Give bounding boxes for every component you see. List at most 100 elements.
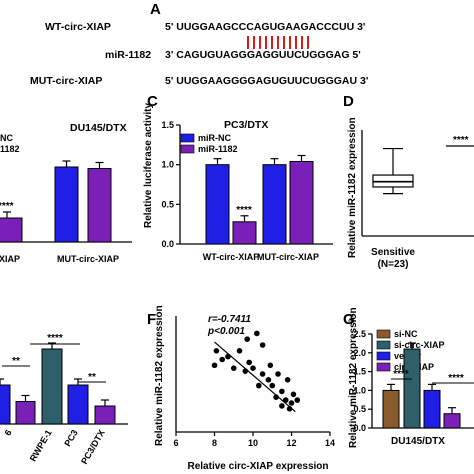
panel-f-point — [284, 377, 291, 383]
panel-c-ytick-label: 0.0 — [161, 239, 174, 249]
panel-c-legend-swatch — [180, 144, 195, 154]
panel-c-xtick: MUT-circ-XIAP — [257, 252, 319, 262]
panel-f-xtick-label: 14 — [325, 438, 335, 448]
panel-f-point — [294, 397, 301, 403]
panel-f-point — [267, 362, 274, 369]
panel-e-xtick: PC3 — [62, 428, 79, 448]
panel-e-xtick-partial: 6 — [3, 428, 14, 437]
panel-g-ytick-label: 1.0 — [353, 385, 366, 395]
panel-f-point — [211, 362, 218, 369]
panel-g-legend-swatch — [376, 329, 391, 339]
panel-g-bar — [443, 413, 461, 429]
panel-b-legend-1182: 1182 — [0, 144, 20, 154]
seq-mir: 3' CAGUGUAGGGAGGUUCUGGGAG 5' — [165, 49, 361, 61]
panel-label-g: G — [343, 311, 355, 328]
panel-f-point — [254, 330, 260, 337]
panel-e-sig-0: ** — [12, 356, 20, 367]
panel-c-ytick-label: 1.5 — [161, 120, 174, 130]
panel-f-point — [219, 356, 225, 363]
seq-mut: 5' UUGGAAGGGGAGUGUUCUGGGAU 3' — [165, 75, 368, 87]
panel-f-xtick-label: 6 — [173, 438, 178, 448]
panel-c-bar — [262, 164, 287, 245]
panel-label-c: C — [147, 93, 158, 110]
panel-f-xtick-label: 12 — [286, 438, 296, 448]
panel-f-xtick-label: 10 — [248, 438, 258, 448]
panel-f-point — [259, 371, 266, 377]
panel-g-sig-1: **** — [393, 369, 409, 380]
panel-d-sig: **** — [453, 135, 469, 146]
panel-b-bar-wt-mir1182 — [0, 217, 23, 243]
panel-c-legend-label: miR-NC — [198, 133, 231, 143]
panel-f-point — [279, 403, 285, 409]
panel-e-bar-partial-2 — [15, 401, 36, 425]
panel-e-bar — [41, 348, 63, 425]
panel-f-point — [275, 371, 281, 377]
panel-g-legend-label: si-circ-XIAP — [394, 340, 445, 350]
panel-g-ytick-label: 0.5 — [353, 404, 366, 414]
panel-g-ytick-label: 0.0 — [353, 423, 366, 433]
panel-f-xlabel: Relative circ-XIAP expression — [188, 461, 329, 472]
panel-c-title: PC3/DTX — [224, 119, 268, 131]
panel-f-p: p<0.001 — [207, 326, 245, 337]
panel-g-legend-label: si-NC — [394, 329, 418, 339]
panel-c-bar — [289, 160, 314, 245]
panel-f-point — [255, 382, 262, 389]
panel-d-plot — [361, 130, 474, 237]
panel-f-point — [259, 342, 266, 348]
panel-d-ylabel: Relative miR-1182 expression — [347, 117, 358, 258]
panel-f-point — [290, 391, 297, 398]
panel-b-legend-nc: NC — [0, 133, 13, 143]
panel-b-sig: **** — [0, 201, 14, 212]
panel-f-point — [279, 388, 285, 395]
panel-g-legend-swatch — [376, 340, 391, 350]
panel-label-f: F — [147, 311, 156, 328]
panel-g-legend-swatch — [376, 362, 391, 372]
panel-e-bar — [67, 384, 89, 425]
panel-e-sig-1: **** — [47, 333, 63, 344]
panel-f-plot: 6 8 10 12 14 — [173, 316, 335, 448]
panel-b-xtick-mut: MUT-circ-XIAP — [57, 254, 119, 264]
panel-f-xtick-label: 8 — [212, 438, 217, 448]
panel-g-ylabel: Relative miR-1182 expression — [348, 307, 359, 448]
panel-f-r: r=-0.7411 — [208, 314, 251, 325]
panel-g-xtick: DU145/DTX — [391, 436, 445, 447]
panel-g-bar — [382, 389, 400, 429]
panel-g-bar — [403, 348, 421, 429]
panel-label-a: A — [150, 1, 161, 18]
panel-e-sig-2: ** — [88, 372, 96, 383]
panel-f-point — [236, 348, 243, 354]
panel-b-title: DU145/DTX — [70, 122, 127, 134]
panel-e-bar-partial-1 — [0, 384, 11, 425]
panel-g-ytick-label: 2.5 — [353, 329, 366, 339]
panel-d-xlabel: Sensitive — [371, 247, 415, 258]
panel-e-xtick: PC3/DTX — [79, 428, 107, 466]
panel-g-ytick-label: 1.5 — [353, 367, 366, 377]
panel-c-ytick-label: 0.5 — [161, 199, 174, 209]
panel-f-point — [244, 336, 251, 343]
seq-wt: 5' UUGGAAGCCCAGUGAAGACCCUU 3' — [165, 21, 365, 33]
panel-c-bar — [205, 164, 230, 245]
panel-f-point — [269, 382, 276, 389]
panel-f-point — [230, 365, 237, 372]
seq-name-wt: WT-circ-XIAP — [45, 21, 111, 33]
panel-g-plot: 0.00.51.01.52.02.5si-NCsi-circ-XIAPvecto… — [353, 329, 474, 447]
panel-b-plot: **** -XIAP MUT-circ-XIAP — [0, 160, 132, 264]
panel-g-sig-2: **** — [448, 373, 464, 384]
panel-e-bar — [94, 405, 116, 425]
panel-d-n: (N=23) — [378, 259, 409, 270]
panel-c-xtick: WT-circ-XIAP — [203, 252, 260, 262]
base-pair-lines — [247, 36, 309, 49]
panel-g-ytick-label: 2.0 — [353, 348, 366, 358]
panel-c-legend-label: miR-1182 — [198, 144, 238, 154]
panel-f-point — [246, 359, 252, 366]
panel-g-legend-swatch — [376, 351, 391, 361]
panel-f-point — [288, 400, 295, 406]
seq-name-mut: MUT-circ-XIAP — [30, 75, 102, 87]
panel-c-ytick-label: 1.0 — [161, 160, 174, 170]
panel-label-d: D — [343, 93, 354, 110]
panel-b-bar-mut-mir1182 — [87, 168, 112, 243]
panel-f-point — [250, 365, 256, 372]
panel-b-xtick-wt: -XIAP — [0, 254, 20, 264]
